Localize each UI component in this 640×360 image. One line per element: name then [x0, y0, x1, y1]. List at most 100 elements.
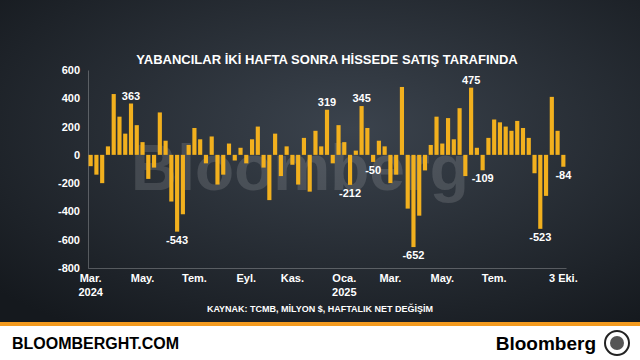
source: KAYNAK: TCMB, MİLYON $, HAFTALIK NET DEĞ…	[207, 303, 433, 314]
y-tick-label: -200	[58, 177, 80, 189]
bar	[123, 134, 127, 155]
bar	[227, 144, 231, 155]
x-tick-label: Mar.2024	[78, 272, 103, 298]
bar	[400, 87, 404, 155]
bar	[146, 155, 150, 179]
bar	[498, 122, 502, 155]
bar	[365, 128, 369, 155]
bar	[290, 155, 294, 165]
y-tick: 0	[74, 149, 88, 161]
x-tick-label-line: Tem.	[182, 272, 207, 284]
bar	[561, 155, 565, 167]
bar	[285, 146, 289, 154]
bar	[250, 139, 254, 155]
bar	[423, 155, 427, 171]
bar	[279, 155, 283, 176]
x-tick-label-line: 2025	[332, 286, 356, 298]
bar	[429, 145, 433, 155]
data-label: 319	[318, 96, 336, 108]
bar	[273, 134, 277, 155]
x-tick-label-line: May.	[131, 272, 155, 284]
x-axis-line	[89, 268, 567, 269]
bar	[192, 128, 196, 155]
bar	[256, 127, 260, 155]
bar	[446, 118, 450, 155]
bar	[463, 155, 467, 176]
bar	[377, 141, 381, 155]
x-axis: Mar.2024 May. Tem. Eyl. Kas. Oca.2025 Mar. May.…	[78, 268, 577, 298]
y-axis: -800-600-400-2000200400600	[58, 64, 89, 274]
bar	[521, 128, 525, 155]
bar	[267, 155, 271, 200]
bar	[331, 155, 335, 163]
data-label: -652	[402, 249, 424, 261]
y-tick-label: 200	[62, 121, 80, 133]
bar	[406, 155, 410, 209]
bar	[383, 146, 387, 154]
bar	[181, 155, 185, 214]
bar	[152, 155, 156, 168]
x-tick: Mar.	[379, 268, 401, 284]
footer-site: BLOOMBERGHT.COM	[12, 335, 179, 352]
bar	[348, 155, 352, 185]
bar	[458, 108, 462, 155]
bar	[158, 112, 162, 154]
bars	[89, 87, 566, 247]
bar	[550, 97, 554, 155]
x-tick: Mar.2024	[78, 268, 103, 298]
bar	[336, 125, 340, 155]
y-tick: 200	[62, 121, 88, 133]
x-tick-label: Tem.	[182, 272, 207, 284]
bar	[313, 131, 317, 155]
data-labels: 363-543319-212345-50-652475-109-523-84	[122, 74, 572, 261]
bar	[210, 136, 214, 154]
x-tick: Kas.	[281, 268, 304, 284]
x-tick: Tem.	[182, 268, 207, 284]
title: YABANCILAR İKİ HAFTA SONRA HİSSEDE SATIŞ…	[136, 52, 518, 67]
bar	[481, 155, 485, 170]
y-tick-label: 600	[62, 64, 80, 76]
footer-stripe	[0, 322, 640, 326]
bar	[100, 155, 104, 183]
bar	[112, 94, 116, 155]
x-tick-label: Mar.	[379, 272, 401, 284]
y-axis-line	[88, 71, 89, 269]
x-tick-label: Kas.	[281, 272, 304, 284]
x-tick: Tem.	[482, 268, 507, 284]
bar	[469, 88, 473, 155]
data-label: -84	[555, 169, 572, 181]
bar	[187, 145, 191, 155]
x-tick: May.	[430, 268, 454, 284]
y-tick: -200	[58, 177, 88, 189]
bar	[135, 125, 139, 155]
bar	[440, 144, 444, 155]
bar	[169, 155, 173, 202]
bar	[342, 142, 346, 155]
x-tick-label-line: 3 Eki.	[549, 272, 578, 284]
x-tick-label-line: Eyl.	[237, 272, 257, 284]
x-tick-label: Eyl.	[237, 272, 257, 284]
x-tick: May.	[131, 268, 155, 284]
bar	[221, 155, 225, 175]
bar	[319, 146, 323, 154]
bar	[354, 151, 358, 155]
bar	[106, 146, 110, 154]
data-label: -523	[529, 231, 551, 243]
footer-logo-inner	[610, 336, 624, 350]
y-tick-label: -400	[58, 205, 80, 217]
data-label: -212	[339, 187, 361, 199]
x-tick-label-line: Tem.	[482, 272, 507, 284]
data-label: 475	[462, 74, 480, 86]
footer	[0, 326, 640, 360]
x-tick-label: Oca.2025	[332, 272, 356, 298]
bar	[360, 106, 364, 155]
x-tick-label-line: Mar.	[80, 272, 102, 284]
bar	[504, 127, 508, 155]
bar	[544, 155, 548, 196]
y-tick-label: 0	[74, 149, 80, 161]
x-tick-label: May.	[430, 272, 454, 284]
bar	[244, 155, 248, 163]
y-tick-label: -800	[58, 262, 80, 274]
bar	[417, 155, 421, 216]
bar	[296, 155, 300, 185]
